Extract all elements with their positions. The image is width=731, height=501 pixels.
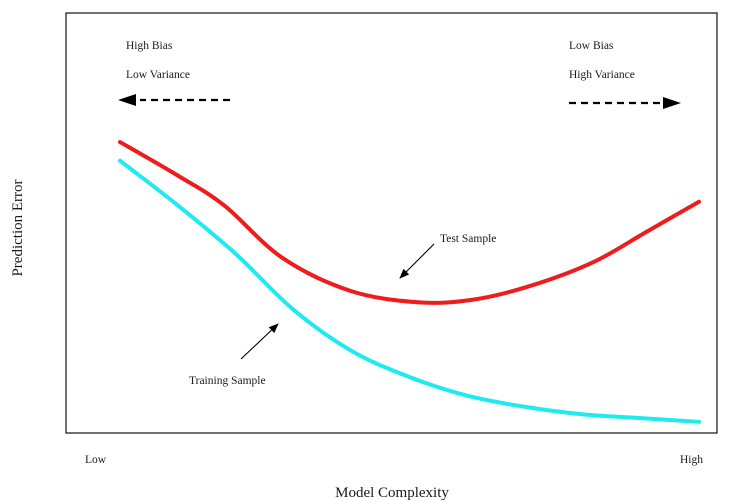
annotation-high-bias: High Bias	[126, 40, 173, 52]
x-tick-label-high: High	[680, 454, 703, 466]
test-sample-pointer	[399, 243, 435, 279]
plot-frame	[65, 12, 718, 434]
annotation-low-bias: Low Bias	[569, 40, 614, 52]
series-line-training-sample	[118, 158, 701, 424]
series-line-test-sample	[118, 140, 701, 305]
y-axis-label: Prediction Error	[10, 179, 26, 276]
annotation-low-variance: Low Variance	[126, 69, 190, 81]
x-tick-label-low: Low	[85, 454, 107, 466]
series-layer	[118, 140, 701, 424]
left-dashed-arrow	[118, 94, 230, 106]
annotation-test-sample: Test Sample	[440, 233, 496, 245]
right-dashed-arrow	[569, 97, 681, 109]
x-axis-label: Model Complexity	[335, 485, 449, 501]
annotation-training-sample: Training Sample	[189, 375, 266, 387]
training-sample-pointer	[240, 323, 279, 360]
annotation-high-variance: High Variance	[569, 69, 635, 81]
